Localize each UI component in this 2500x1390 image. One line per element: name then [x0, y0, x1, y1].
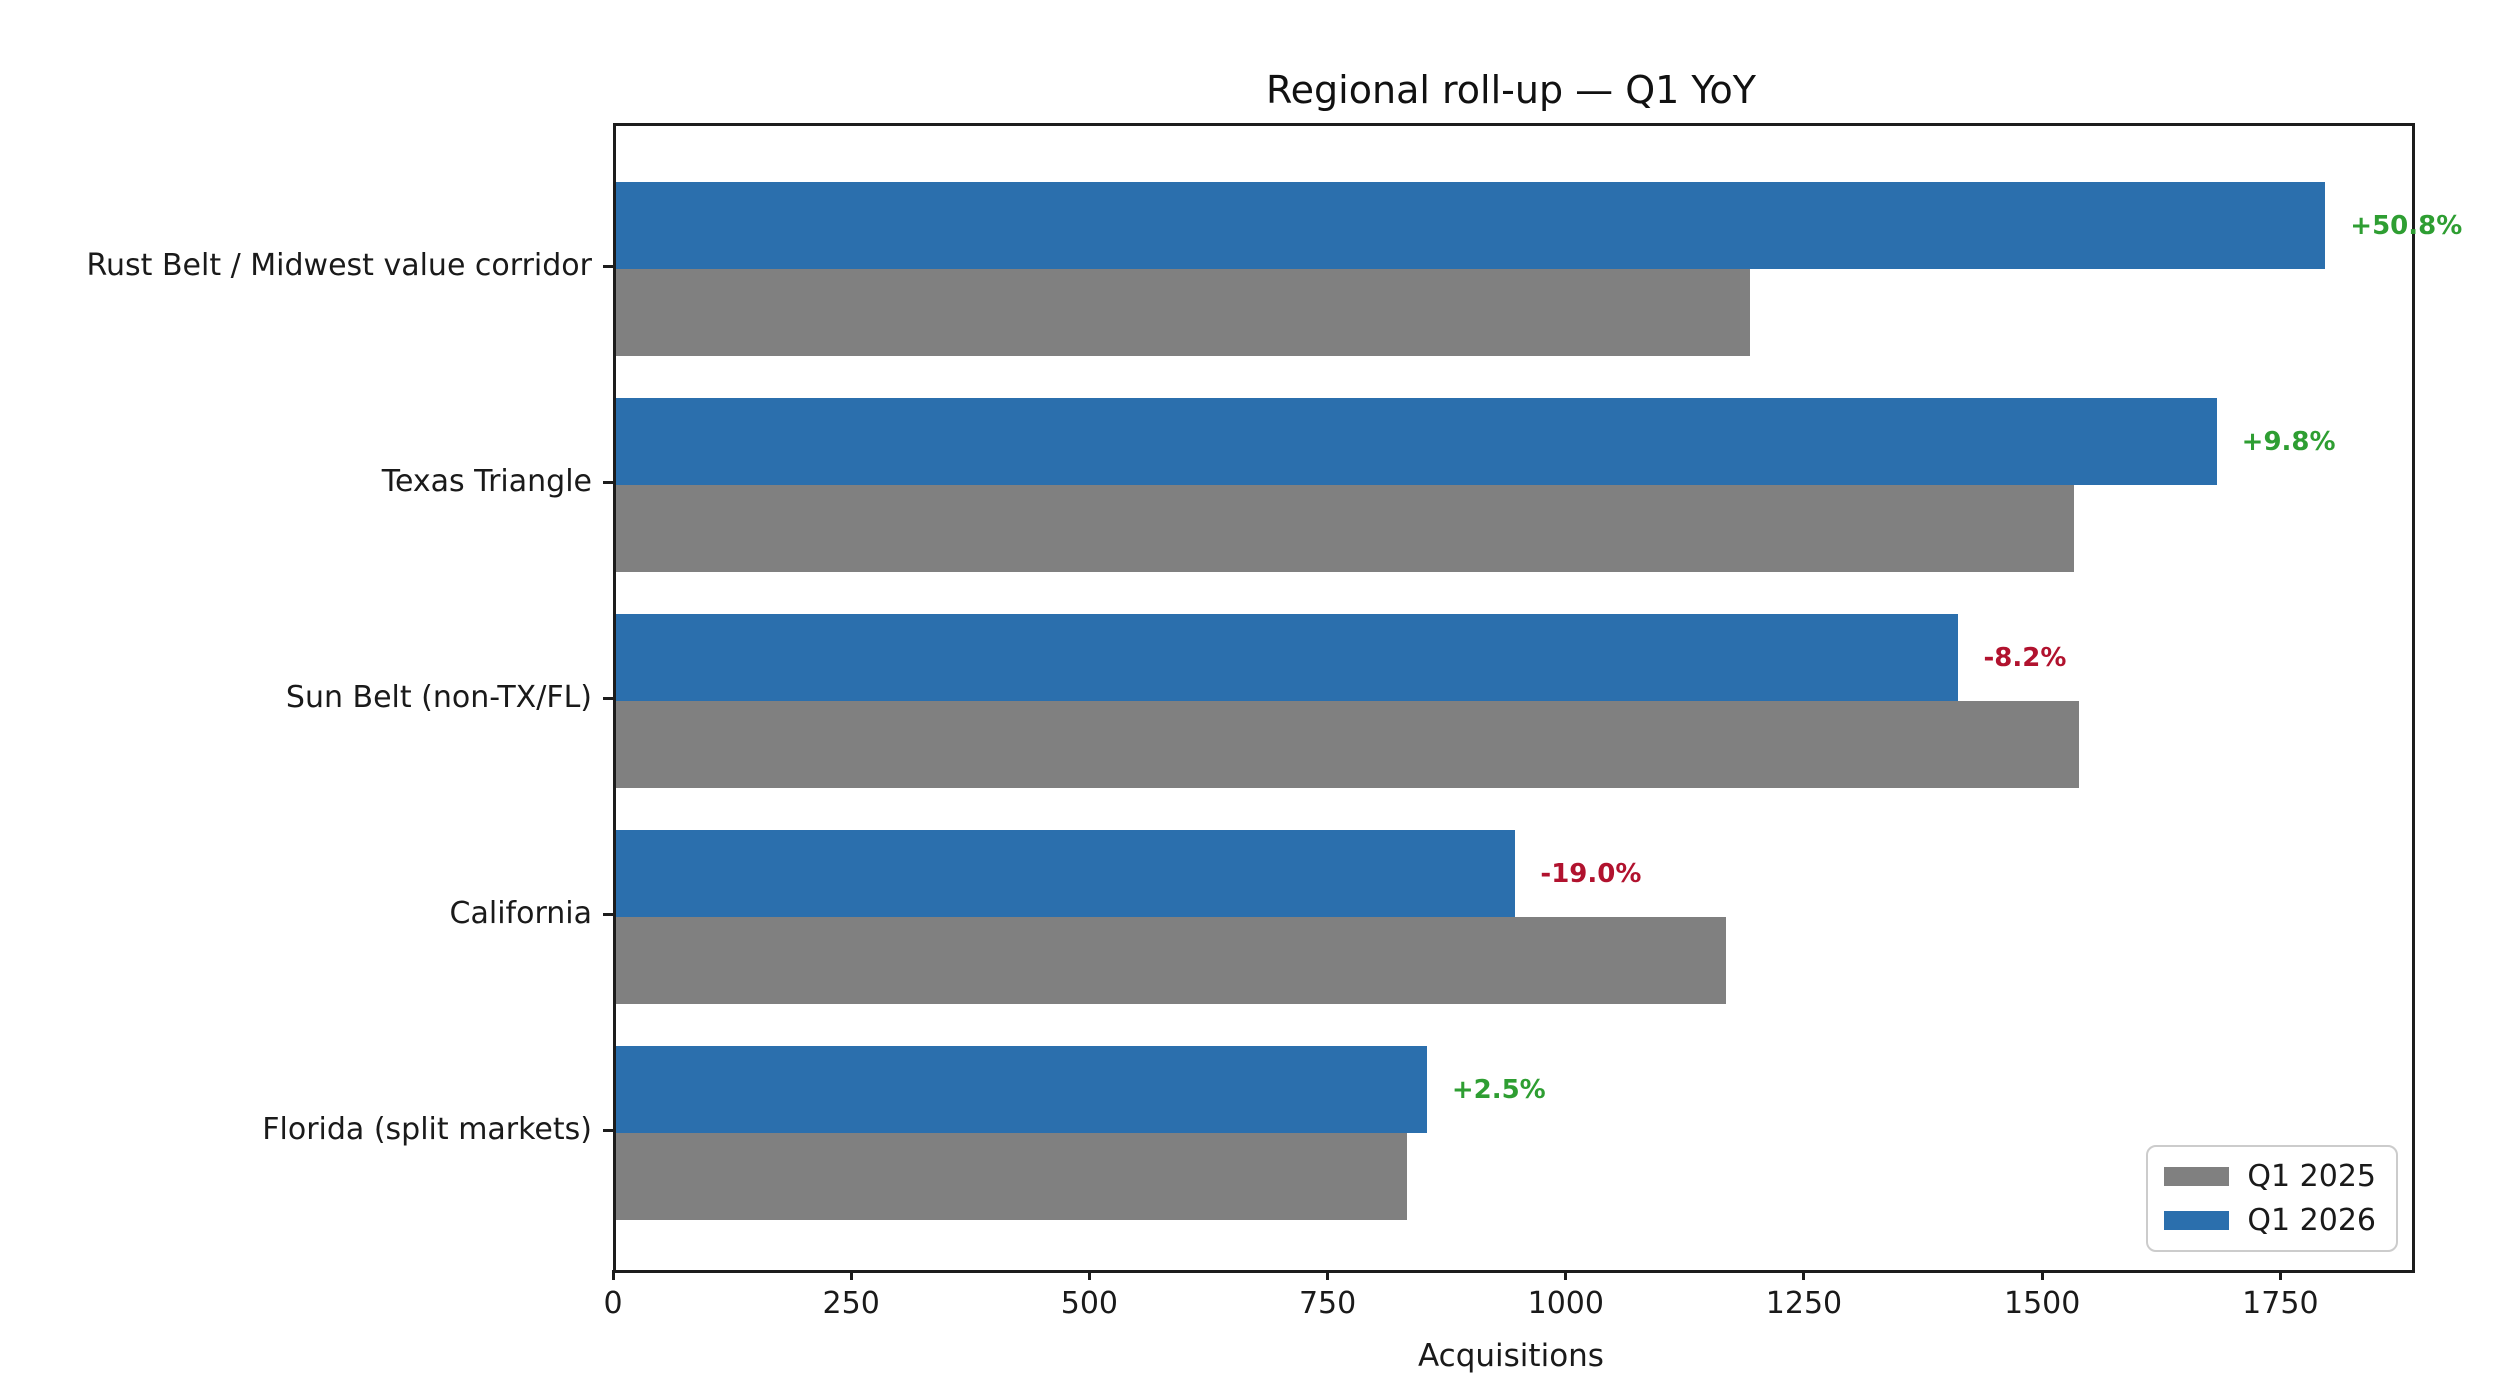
- bar-q1-2026-texas-triangle: [616, 398, 2217, 485]
- bar-q1-2025-rust-belt-midwest-value-corridor: [616, 269, 1750, 356]
- bar-q1-2026-california: [616, 830, 1516, 917]
- legend-item-q1-2026: Q1 2026: [2164, 1203, 2376, 1238]
- annotation-label: +50.8%: [2350, 210, 2463, 241]
- y-axis-tick: [603, 696, 613, 700]
- bar-q1-2025-florida-split-markets: [616, 1133, 1407, 1220]
- x-tick-label: 500: [1060, 1286, 1119, 1321]
- bar-q1-2025-texas-triangle: [616, 485, 2074, 572]
- y-tick-label: Florida (split markets): [262, 1112, 592, 1147]
- legend-swatch-q1-2026: [2164, 1211, 2230, 1230]
- y-tick-label: Rust Belt / Midwest value corridor: [86, 248, 592, 283]
- annotation-label: -19.0%: [1540, 858, 1642, 889]
- x-axis-tick: [1564, 1270, 1568, 1280]
- x-tick-label: 1250: [1765, 1286, 1843, 1321]
- x-tick-label: 1750: [2242, 1286, 2319, 1321]
- annotation-label: +2.5%: [1451, 1074, 1546, 1105]
- y-tick-label: Sun Belt (non-TX/FL): [285, 680, 592, 715]
- x-tick-label: 1000: [1527, 1286, 1604, 1321]
- y-axis-tick: [603, 264, 613, 268]
- x-axis-tick: [1087, 1270, 1091, 1280]
- y-tick-label: Texas Triangle: [381, 464, 592, 499]
- bar-q1-2025-california: [616, 917, 1726, 1004]
- y-tick-label: California: [449, 896, 592, 931]
- chart-title: Regional roll-up — Q1 YoY: [1265, 68, 1757, 112]
- x-axis-tick: [1802, 1270, 1806, 1280]
- plot-area: +50.8% +9.8% -8.2% -19.0% +2.5% Q1 2025 Q1 202…: [613, 123, 2462, 1273]
- x-axis-tick: [611, 1270, 615, 1280]
- y-axis-tick: [603, 1128, 613, 1132]
- x-axis-tick: [2278, 1270, 2282, 1280]
- legend-label: Q1 2026: [2247, 1203, 2376, 1238]
- bar-q1-2025-sun-belt-non-tx-fl: [616, 701, 2079, 788]
- annotation-label: -8.2%: [1983, 642, 2067, 673]
- x-axis-tick: [849, 1270, 853, 1280]
- x-axis-label: Acquisitions: [1418, 1338, 1604, 1374]
- legend-item-q1-2025: Q1 2025: [2164, 1159, 2376, 1194]
- legend-label: Q1 2025: [2247, 1159, 2376, 1194]
- y-axis-tick: [603, 480, 613, 484]
- x-axis-tick: [1326, 1270, 1330, 1280]
- x-tick-label: 750: [1298, 1286, 1357, 1321]
- x-tick-label: 250: [822, 1286, 880, 1321]
- annotation-label: +9.8%: [2241, 426, 2336, 457]
- bar-q1-2026-florida-split-markets: [616, 1046, 1427, 1133]
- bar-q1-2026-sun-belt-non-tx-fl: [616, 614, 1959, 701]
- bar-q1-2026-rust-belt-midwest-value-corridor: [616, 182, 2326, 269]
- y-axis-tick: [603, 912, 613, 916]
- legend: Q1 2025 Q1 2026: [2146, 1145, 2398, 1252]
- legend-swatch-q1-2025: [2164, 1167, 2230, 1186]
- x-tick-label: 0: [603, 1286, 623, 1321]
- x-tick-label: 1500: [2003, 1286, 2081, 1321]
- x-axis-tick: [2040, 1270, 2044, 1280]
